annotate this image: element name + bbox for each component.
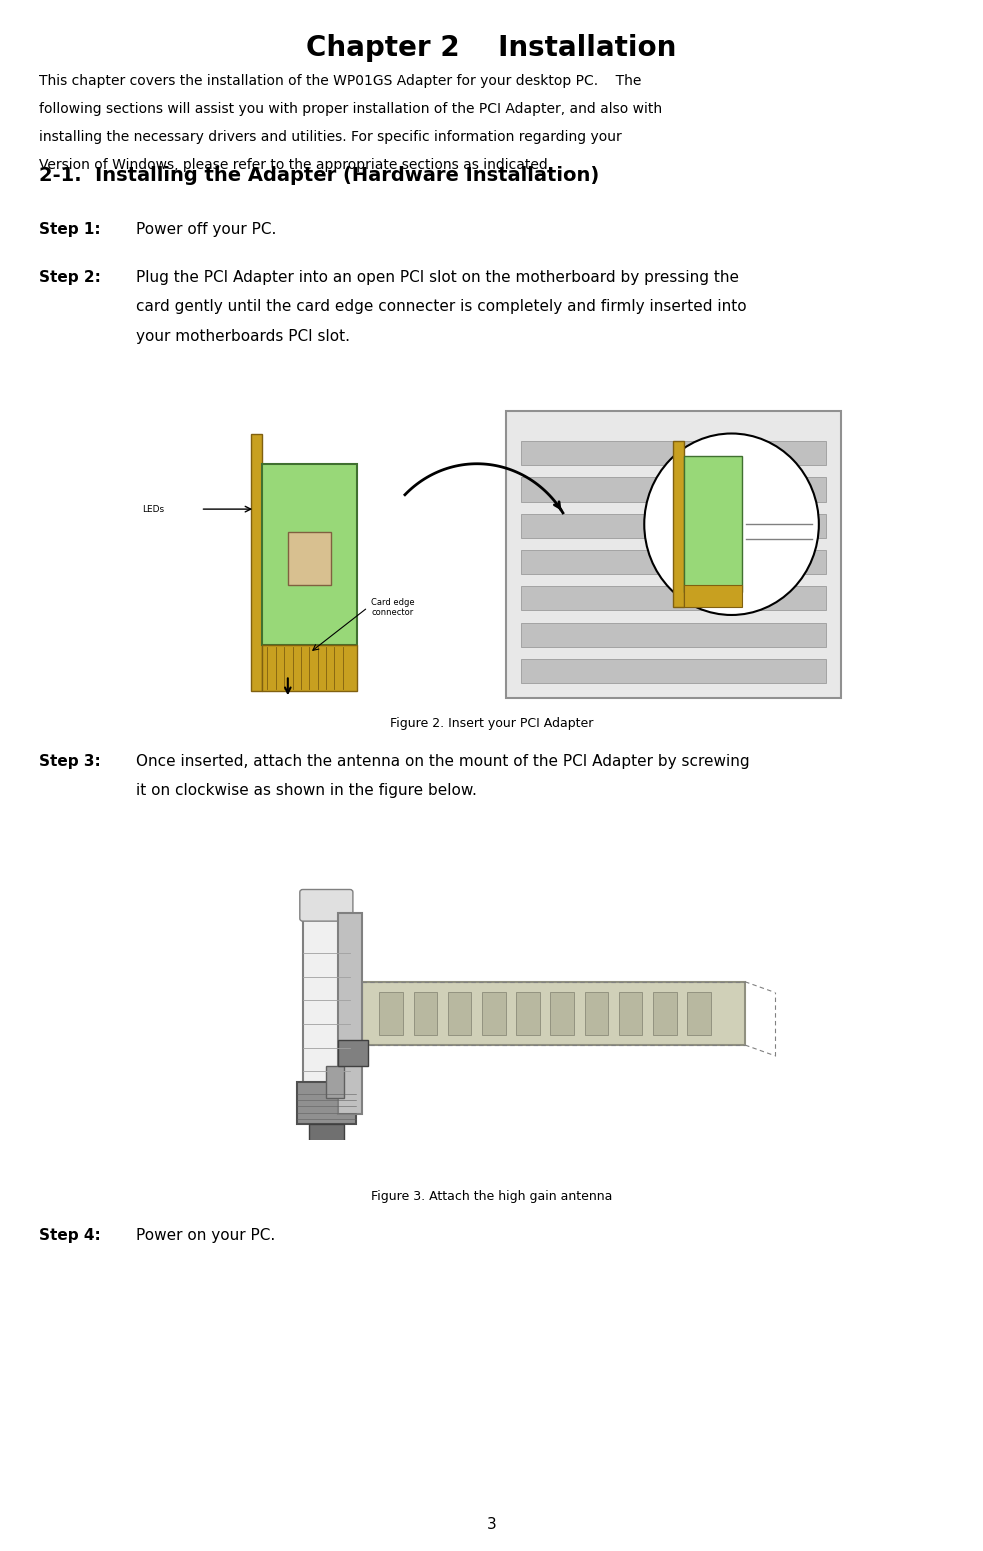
Bar (521, 551, 826, 574)
Bar (521, 478, 826, 501)
Bar (673, 440, 684, 608)
Text: Figure 2. Insert your PCI Adapter: Figure 2. Insert your PCI Adapter (390, 717, 593, 729)
Text: 2-1.  Installing the Adapter (Hardware Installation): 2-1. Installing the Adapter (Hardware In… (39, 166, 600, 185)
Bar (414, 993, 437, 1035)
Text: installing the necessary drivers and utilities. For specific information regardi: installing the necessary drivers and uti… (39, 130, 622, 144)
Bar (303, 918, 350, 1087)
Text: Power on your PC.: Power on your PC. (136, 1228, 275, 1244)
Text: Figure 3. Attach the high gain antenna: Figure 3. Attach the high gain antenna (371, 1190, 612, 1202)
Bar (288, 532, 331, 585)
Bar (262, 645, 357, 690)
Bar (362, 982, 745, 1045)
Bar (309, 1124, 344, 1151)
Text: Power off your PC.: Power off your PC. (136, 222, 276, 237)
Bar (379, 993, 403, 1035)
Text: card gently until the card edge connecter is completely and firmly inserted into: card gently until the card edge connecte… (136, 299, 746, 315)
Bar (482, 993, 505, 1035)
FancyBboxPatch shape (300, 889, 353, 921)
Bar (684, 456, 742, 592)
Bar (521, 440, 826, 465)
Bar (326, 1066, 344, 1098)
Bar (297, 1083, 356, 1124)
Text: it on clockwise as shown in the figure below.: it on clockwise as shown in the figure b… (136, 783, 477, 799)
Bar (521, 659, 826, 682)
Bar (252, 433, 262, 690)
Text: following sections will assist you with proper installation of the PCI Adapter, : following sections will assist you with … (39, 102, 663, 116)
Bar (521, 586, 826, 611)
Bar (684, 585, 742, 608)
Text: LEDs: LEDs (143, 504, 164, 513)
Text: your motherboards PCI slot.: your motherboards PCI slot. (136, 329, 350, 344)
Text: Step 4:: Step 4: (39, 1228, 101, 1244)
Text: Step 2:: Step 2: (39, 270, 101, 285)
Bar (338, 914, 362, 1114)
Bar (262, 464, 357, 645)
Text: Version of Windows, please refer to the appropriate sections as indicated: Version of Windows, please refer to the … (39, 158, 549, 172)
Text: Once inserted, attach the antenna on the mount of the PCI Adapter by screwing: Once inserted, attach the antenna on the… (136, 754, 749, 769)
Bar (521, 513, 826, 538)
Bar (687, 993, 711, 1035)
Text: Step 1:: Step 1: (39, 222, 101, 237)
Bar (550, 993, 574, 1035)
Text: 3: 3 (487, 1517, 496, 1532)
Polygon shape (506, 411, 840, 698)
Text: Chapter 2    Installation: Chapter 2 Installation (307, 34, 676, 62)
Bar (516, 993, 540, 1035)
Bar (585, 993, 608, 1035)
Text: Plug the PCI Adapter into an open PCI slot on the motherboard by pressing the: Plug the PCI Adapter into an open PCI sl… (136, 270, 738, 285)
Bar (653, 993, 676, 1035)
Bar (521, 622, 826, 647)
Bar (448, 993, 472, 1035)
Text: Card edge
connector: Card edge connector (372, 597, 415, 617)
Circle shape (644, 433, 819, 616)
Bar (338, 1039, 368, 1066)
Bar (619, 993, 643, 1035)
Text: This chapter covers the installation of the WP01GS Adapter for your desktop PC. : This chapter covers the installation of … (39, 74, 642, 88)
Text: Step 3:: Step 3: (39, 754, 101, 769)
